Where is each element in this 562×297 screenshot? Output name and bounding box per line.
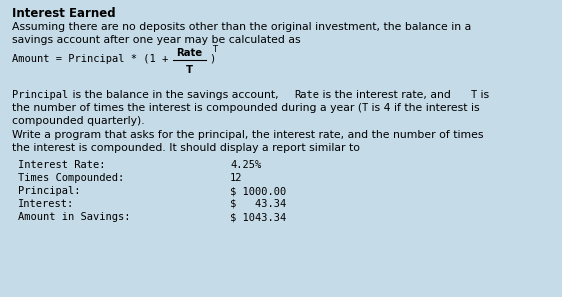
Text: Assuming there are no deposits other than the original investment, the balance i: Assuming there are no deposits other tha… xyxy=(12,22,472,32)
Text: 4.25%: 4.25% xyxy=(230,160,261,170)
Text: Rate: Rate xyxy=(176,48,202,58)
Text: T: T xyxy=(212,45,217,54)
Text: 12: 12 xyxy=(230,173,242,183)
Text: savings account after one year may be calculated as: savings account after one year may be ca… xyxy=(12,35,301,45)
Text: $ 1000.00: $ 1000.00 xyxy=(230,186,286,196)
Text: T: T xyxy=(361,103,368,113)
Text: is: is xyxy=(478,90,490,100)
Text: compounded quarterly).: compounded quarterly). xyxy=(12,116,145,126)
Text: Amount = Principal * (1 +: Amount = Principal * (1 + xyxy=(12,54,175,64)
Text: T: T xyxy=(471,90,478,100)
Text: ): ) xyxy=(209,54,215,64)
Text: the number of times the interest is compounded during a year (: the number of times the interest is comp… xyxy=(12,103,362,113)
Text: is the interest rate, and: is the interest rate, and xyxy=(319,90,455,100)
Text: Interest Earned: Interest Earned xyxy=(12,7,116,20)
Text: $   43.34: $ 43.34 xyxy=(230,199,286,209)
Text: Interest Rate:: Interest Rate: xyxy=(18,160,106,170)
Text: Interest:: Interest: xyxy=(18,199,74,209)
Text: the interest is compounded. It should display a report similar to: the interest is compounded. It should di… xyxy=(12,143,360,153)
Text: Principal: Principal xyxy=(12,90,69,100)
Text: T: T xyxy=(186,65,193,75)
Text: Times Compounded:: Times Compounded: xyxy=(18,173,124,183)
Text: Rate: Rate xyxy=(294,90,319,100)
Text: is 4 if the interest is: is 4 if the interest is xyxy=(368,103,479,113)
Text: is the balance in the savings account,: is the balance in the savings account, xyxy=(69,90,282,100)
Text: Principal:: Principal: xyxy=(18,186,80,196)
Text: Amount in Savings:: Amount in Savings: xyxy=(18,212,130,222)
Text: $ 1043.34: $ 1043.34 xyxy=(230,212,286,222)
Text: Write a program that asks for the principal, the interest rate, and the number o: Write a program that asks for the princi… xyxy=(12,130,484,140)
